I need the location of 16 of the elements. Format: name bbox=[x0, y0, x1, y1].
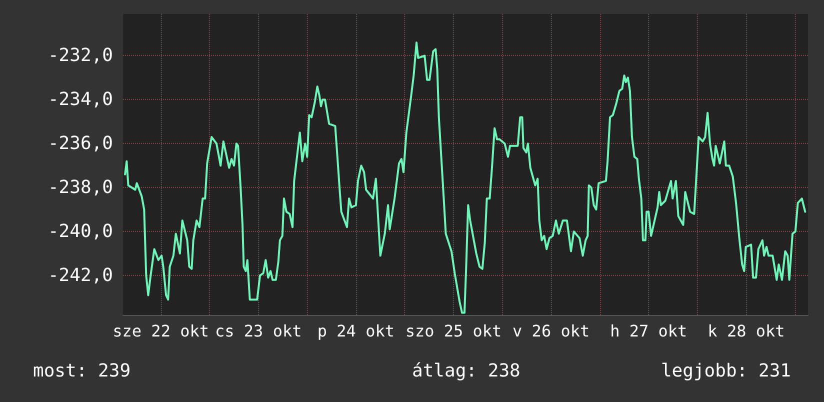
y-tick-label: -236,0 bbox=[48, 133, 113, 154]
text: most: 239 bbox=[33, 360, 131, 382]
text: legjobb: 231 bbox=[660, 360, 791, 382]
x-tick-label: szo 25 okt bbox=[405, 322, 502, 340]
y-tick-label: -240,0 bbox=[48, 221, 113, 242]
y-tick-label: -232,0 bbox=[48, 45, 113, 66]
y-tick-label: -234,0 bbox=[48, 89, 113, 110]
x-tick-label: p 24 okt bbox=[317, 322, 394, 340]
y-tick-label: -238,0 bbox=[48, 177, 113, 198]
x-tick-label: v 26 okt bbox=[512, 322, 590, 340]
x-tick-label: sze 22 okt bbox=[112, 322, 209, 340]
x-tick-label: cs 23 okt bbox=[215, 322, 302, 340]
x-tick-label: h 27 okt bbox=[610, 322, 688, 340]
text: átlag: 238 bbox=[412, 360, 520, 382]
x-tick-label: k 28 okt bbox=[708, 322, 785, 340]
y-tick-label: -242,0 bbox=[48, 264, 113, 286]
